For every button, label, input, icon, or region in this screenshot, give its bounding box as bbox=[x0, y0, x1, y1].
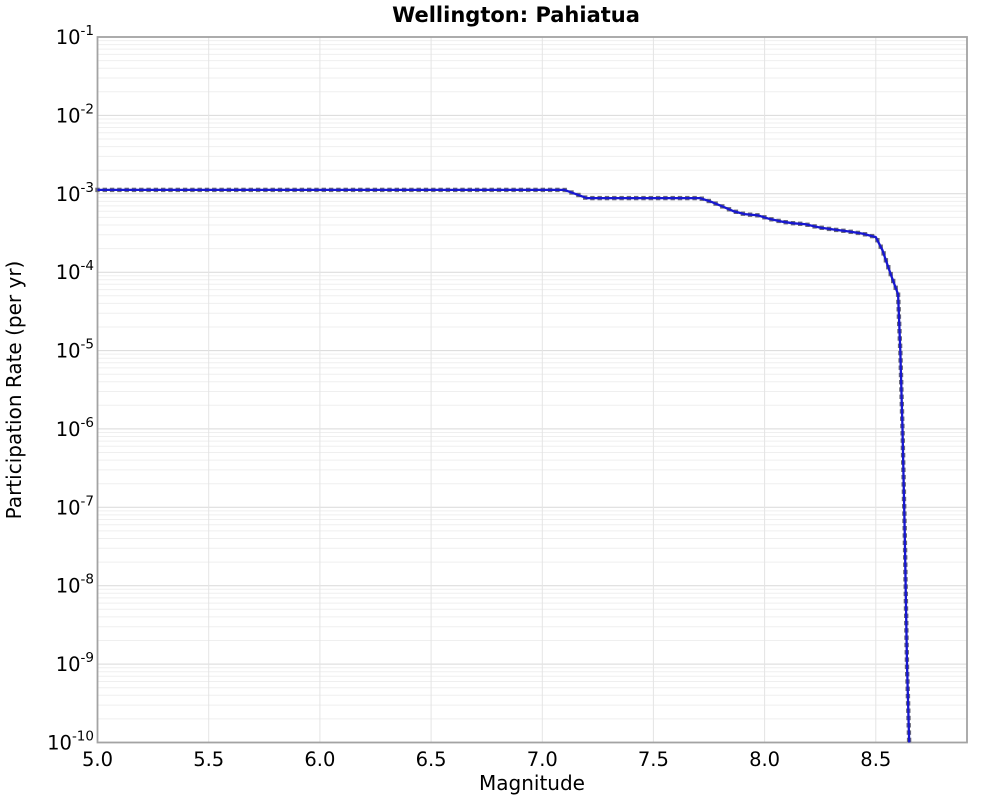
x-tick-label: 6.5 bbox=[416, 748, 447, 771]
x-tick-labels: 5.0 5.5 6.0 6.5 7.0 7.5 8.0 8.5 bbox=[82, 748, 891, 771]
x-tick-label: 7.5 bbox=[638, 748, 669, 771]
x-tick-label: 5.0 bbox=[82, 748, 113, 771]
y-axis-label: Participation Rate (per yr) bbox=[2, 261, 26, 520]
grid-major-group bbox=[97, 36, 967, 743]
y-tick-label: 10-2 bbox=[56, 101, 94, 127]
y-tick-label: 10-9 bbox=[56, 650, 94, 676]
x-tick-label: 7.0 bbox=[527, 748, 558, 771]
y-tick-label: 10-6 bbox=[56, 415, 94, 441]
participation-curve bbox=[97, 188, 911, 743]
y-tick-label: 10-1 bbox=[56, 23, 94, 49]
x-axis-label: Magnitude bbox=[479, 771, 585, 795]
y-tick-label: 10-5 bbox=[56, 337, 94, 363]
y-tick-label: 10-4 bbox=[56, 258, 94, 284]
chart-title: Wellington: Pahiatua bbox=[392, 3, 640, 27]
grid-minor-group bbox=[97, 40, 967, 720]
x-tick-label: 8.0 bbox=[749, 748, 780, 771]
y-tick-label: 10-8 bbox=[56, 572, 94, 598]
series-markers bbox=[95, 187, 912, 743]
y-tick-label: 10-10 bbox=[47, 729, 94, 755]
y-tick-label: 10-3 bbox=[56, 180, 94, 206]
x-tick-label: 6.0 bbox=[304, 748, 335, 771]
x-tick-label: 8.5 bbox=[860, 748, 891, 771]
plot-border bbox=[96, 36, 968, 744]
x-tick-label: 5.5 bbox=[193, 748, 224, 771]
grid-vertical-group bbox=[97, 37, 877, 743]
y-tick-labels: 10-1 10-2 10-3 10-4 10-5 10-6 10-7 10-8 10-9 10-1… bbox=[47, 23, 94, 755]
y-tick-label: 10-7 bbox=[56, 493, 94, 519]
